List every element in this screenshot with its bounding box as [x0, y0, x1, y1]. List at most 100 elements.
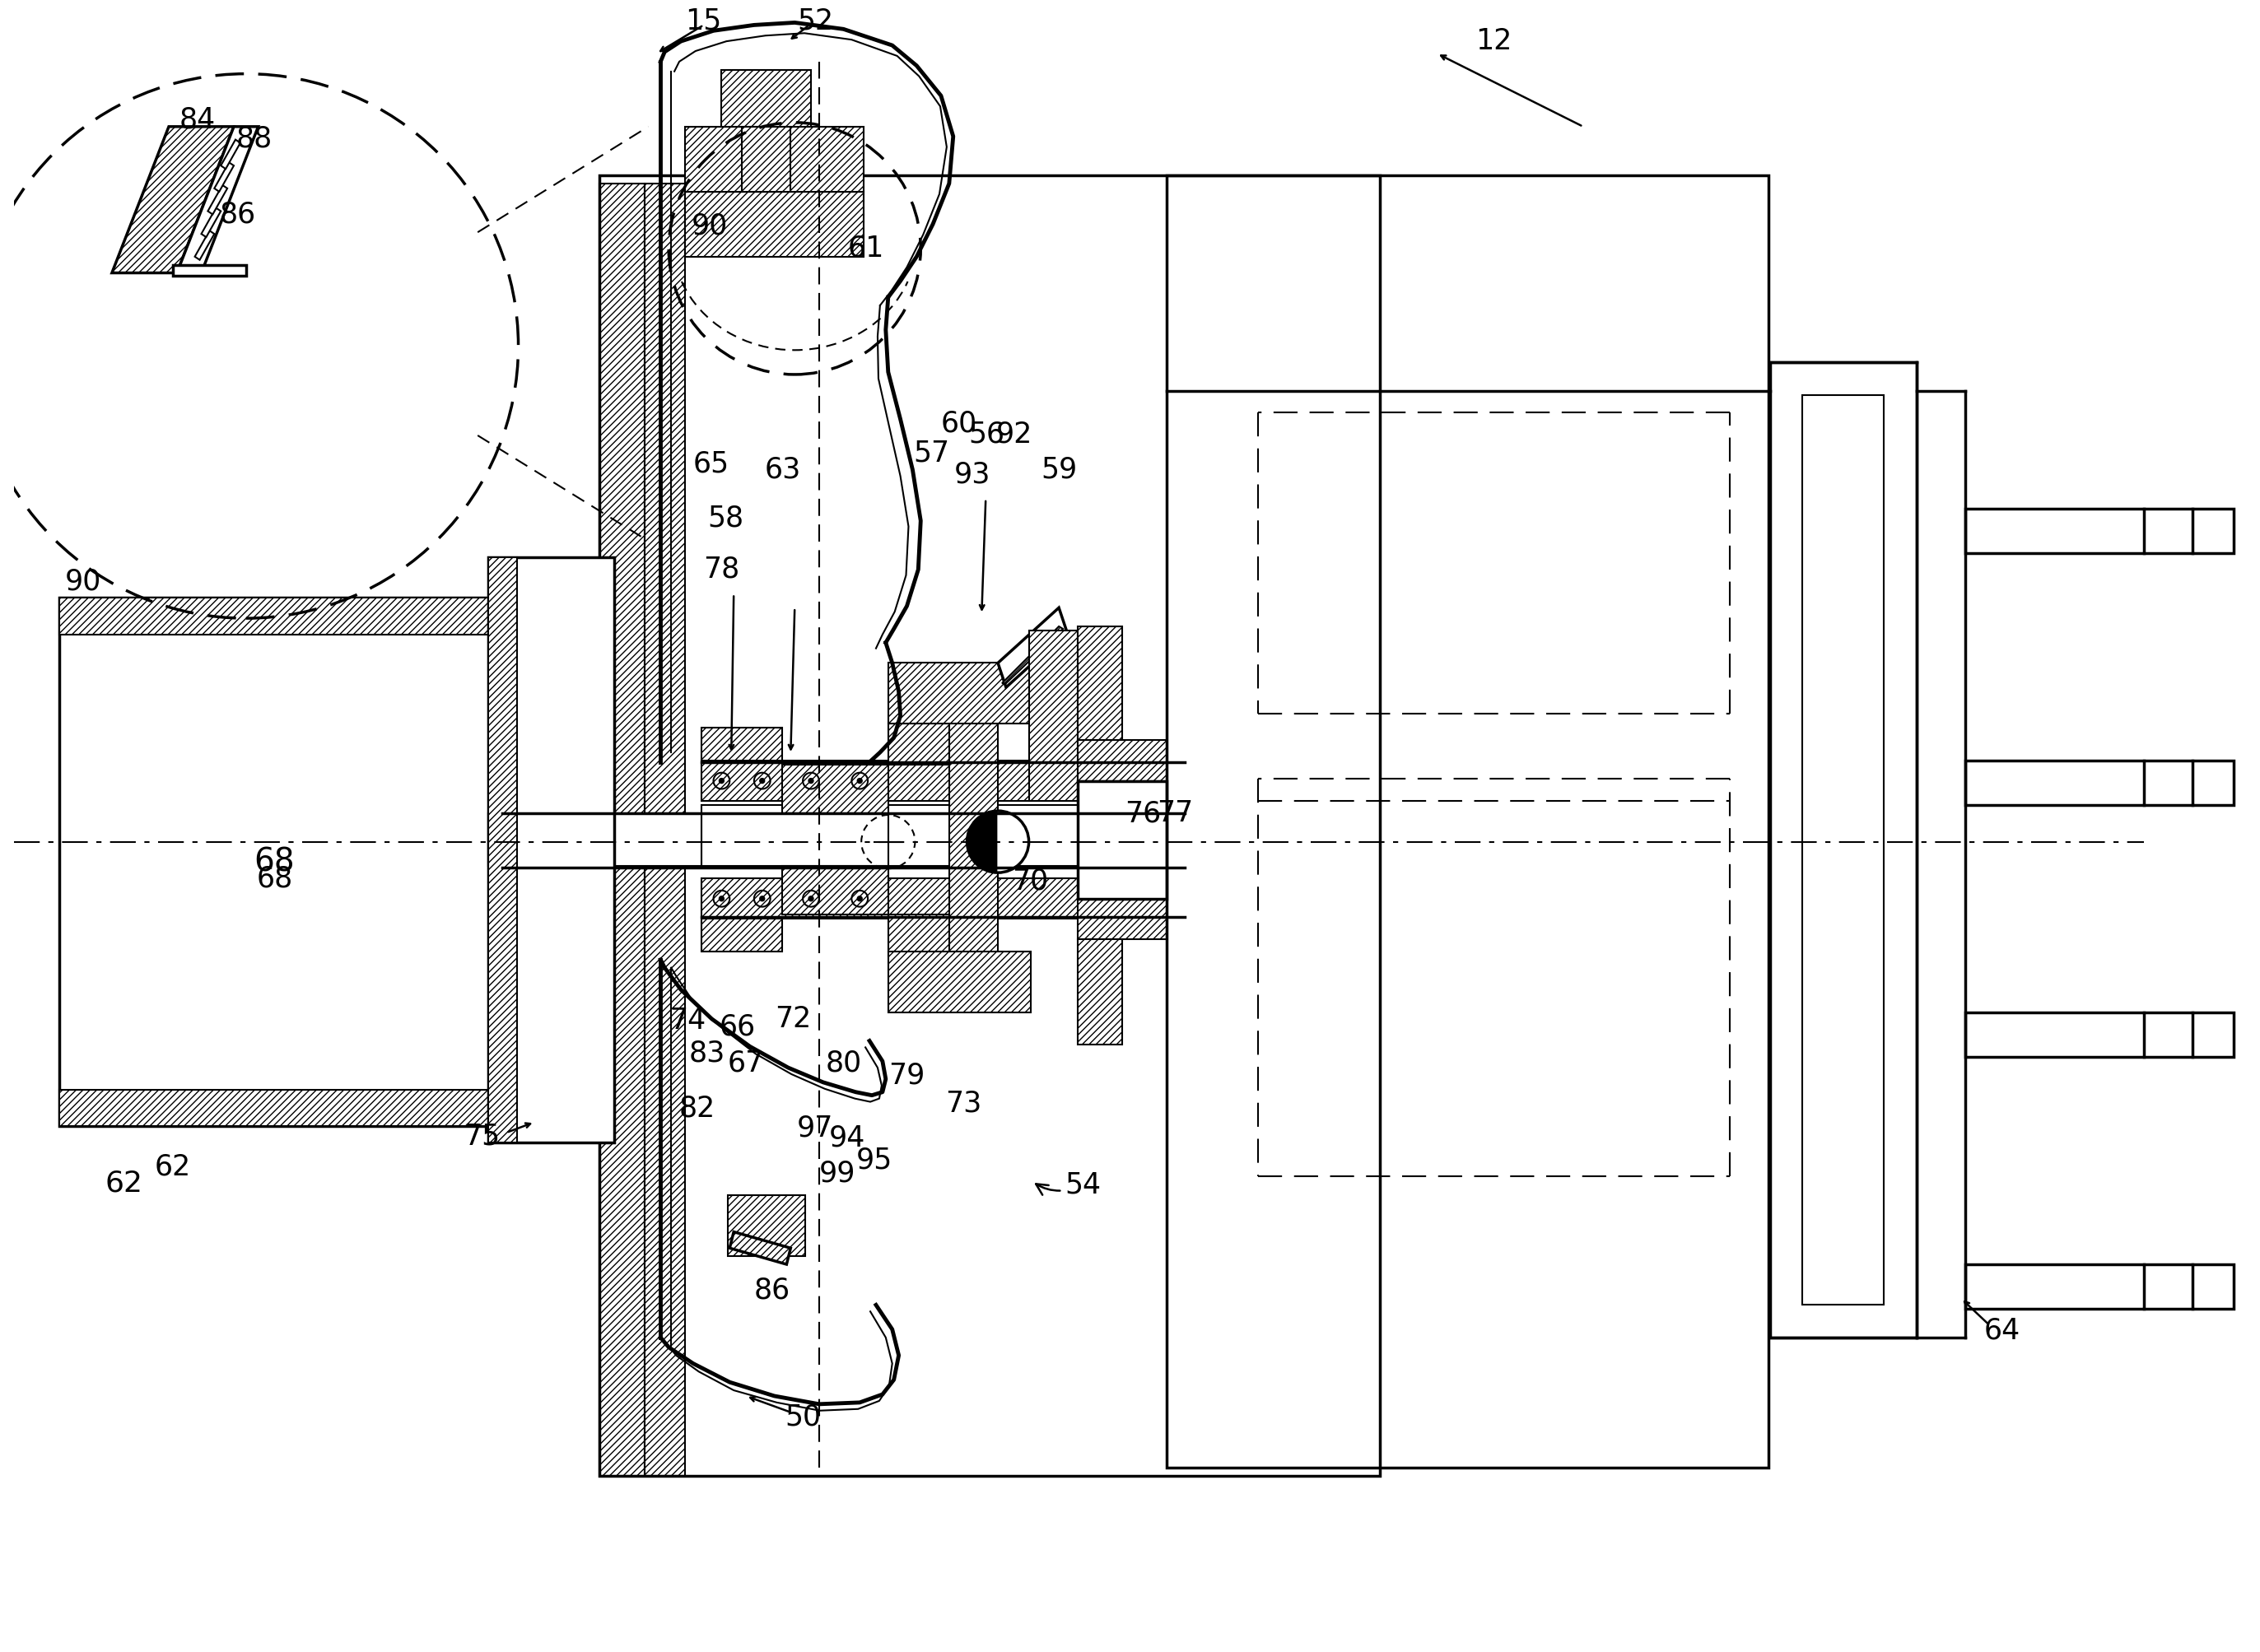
Circle shape: [809, 778, 814, 783]
Bar: [644, 183, 685, 1475]
Bar: [1803, 395, 1885, 1305]
Circle shape: [857, 895, 861, 900]
Circle shape: [719, 895, 723, 900]
Text: 68: 68: [255, 864, 294, 892]
Text: 79: 79: [888, 1062, 924, 1090]
Text: 93: 93: [954, 461, 990, 489]
Bar: [741, 127, 791, 192]
Text: 68: 68: [253, 846, 294, 877]
Bar: [1028, 631, 1078, 801]
Bar: [888, 662, 1031, 724]
Text: 92: 92: [997, 420, 1033, 448]
Bar: [2192, 509, 2233, 553]
Text: 90: 90: [692, 211, 728, 240]
Polygon shape: [201, 208, 221, 238]
Text: 73: 73: [945, 1089, 983, 1117]
Bar: [2192, 1013, 2233, 1057]
Bar: [59, 598, 490, 634]
Bar: [1966, 760, 2145, 805]
Text: 72: 72: [775, 1004, 811, 1032]
Text: 80: 80: [825, 1049, 861, 1077]
Bar: [1966, 1013, 2145, 1057]
Bar: [59, 598, 490, 1127]
Text: 82: 82: [678, 1094, 716, 1122]
Polygon shape: [999, 811, 1028, 872]
Bar: [685, 127, 863, 192]
Bar: [488, 813, 701, 866]
Text: 65: 65: [694, 449, 730, 477]
Text: 52: 52: [798, 7, 834, 35]
Bar: [59, 1090, 490, 1127]
Bar: [721, 69, 811, 127]
Text: 57: 57: [913, 439, 949, 468]
Text: 64: 64: [1984, 1317, 2020, 1345]
Text: 74: 74: [669, 1006, 705, 1034]
Text: 62: 62: [154, 1153, 192, 1181]
Text: 99: 99: [818, 1160, 854, 1188]
Polygon shape: [221, 140, 240, 169]
Bar: [949, 687, 999, 988]
Text: 86: 86: [755, 1277, 791, 1305]
Text: 75: 75: [463, 1122, 499, 1150]
Text: 61: 61: [848, 235, 884, 263]
Bar: [1966, 1264, 2145, 1308]
Text: 70: 70: [1012, 867, 1049, 895]
Text: 78: 78: [703, 555, 739, 583]
Bar: [2192, 760, 2233, 805]
Bar: [1078, 940, 1123, 1046]
Bar: [701, 729, 782, 760]
Text: 58: 58: [707, 504, 744, 532]
Polygon shape: [208, 185, 228, 215]
Polygon shape: [194, 231, 215, 259]
Text: 50: 50: [784, 1403, 820, 1431]
Text: 66: 66: [719, 1013, 757, 1041]
Polygon shape: [999, 608, 1067, 687]
Text: 88: 88: [235, 126, 273, 152]
Bar: [1078, 740, 1166, 781]
Bar: [2192, 1264, 2233, 1308]
Polygon shape: [172, 264, 246, 276]
Bar: [728, 1196, 805, 1256]
Text: 86: 86: [219, 200, 255, 228]
Text: 83: 83: [689, 1039, 725, 1067]
Text: 77: 77: [1157, 800, 1193, 828]
Circle shape: [809, 895, 814, 900]
Bar: [701, 879, 1101, 919]
Bar: [701, 919, 782, 952]
Bar: [685, 192, 863, 256]
Polygon shape: [176, 127, 258, 273]
Text: 67: 67: [728, 1049, 764, 1077]
Text: 94: 94: [829, 1125, 866, 1153]
Bar: [701, 805, 1101, 866]
Bar: [888, 952, 1031, 1013]
Bar: [1166, 175, 1770, 1467]
Text: 12: 12: [1476, 28, 1512, 55]
Text: 54: 54: [1035, 1171, 1101, 1199]
Circle shape: [857, 778, 861, 783]
Bar: [888, 724, 949, 765]
Bar: [1966, 509, 2145, 553]
Bar: [1078, 626, 1123, 740]
Bar: [701, 760, 1101, 801]
Polygon shape: [967, 811, 999, 872]
Bar: [782, 866, 888, 915]
Bar: [1770, 362, 1916, 1338]
Text: 90: 90: [66, 568, 102, 596]
Bar: [599, 183, 644, 1475]
Text: 15: 15: [685, 7, 721, 35]
Polygon shape: [730, 1232, 791, 1264]
Text: 60: 60: [940, 410, 976, 438]
Circle shape: [759, 895, 764, 900]
Text: 84: 84: [179, 106, 215, 134]
Text: 59: 59: [1040, 456, 1078, 484]
Text: 63: 63: [764, 456, 800, 484]
Bar: [1078, 781, 1166, 899]
Circle shape: [759, 778, 764, 783]
Bar: [599, 175, 1381, 1475]
Circle shape: [719, 778, 723, 783]
Polygon shape: [1001, 626, 1062, 684]
Bar: [782, 765, 888, 813]
Text: 62: 62: [106, 1170, 142, 1198]
Polygon shape: [215, 162, 233, 192]
Bar: [1078, 899, 1166, 940]
